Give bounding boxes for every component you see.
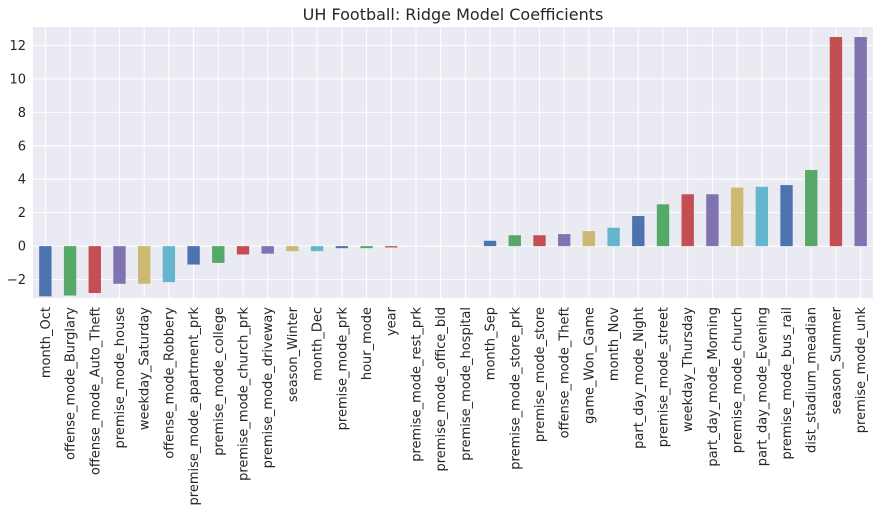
bar-premise_mode_church_prk bbox=[236, 246, 250, 255]
x-tick-label: premise_mode_driveway bbox=[261, 307, 276, 469]
bar-premise_mode_prk bbox=[335, 246, 348, 249]
bar-weekday_Thursday bbox=[681, 194, 694, 247]
x-tick-label: premise_mode_office_bld bbox=[434, 307, 449, 472]
bar-premise_mode_street bbox=[656, 204, 670, 247]
x-tick-label: part_day_mode_Morning bbox=[706, 307, 721, 467]
x-tick-label: dist_stadium_meadian bbox=[805, 307, 820, 453]
x-tick-label: premise_mode_store_prk bbox=[508, 307, 523, 470]
y-tick-label: 12 bbox=[9, 39, 26, 54]
x-tick-label: offense_mode_Auto_Theft bbox=[88, 307, 103, 475]
x-tick-label: year bbox=[385, 306, 400, 336]
bar-offense_mode_Burglary bbox=[63, 246, 77, 296]
x-tick-label: weekday_Saturday bbox=[138, 307, 153, 430]
x-tick-label: part_day_mode_Night bbox=[632, 307, 647, 449]
x-tick-label: premise_mode_hospital bbox=[459, 307, 474, 461]
y-tick-label: 10 bbox=[9, 72, 26, 87]
bar-premise_mode_unk bbox=[854, 37, 867, 247]
y-tick-label: 2 bbox=[18, 206, 26, 221]
x-tick-label: premise_mode_street bbox=[657, 307, 672, 447]
x-tick-label: premise_mode_unk bbox=[854, 307, 869, 434]
x-tick-label: month_Sep bbox=[484, 307, 499, 380]
plot-background bbox=[33, 27, 873, 298]
bar-premise_mode_college bbox=[212, 246, 225, 263]
bar-premise_mode_store_prk bbox=[508, 235, 521, 247]
bar-weekday_Saturday bbox=[138, 246, 151, 284]
bar-month_Oct bbox=[39, 246, 52, 297]
y-tick-label: −2 bbox=[7, 273, 26, 288]
bar-month_Dec bbox=[310, 246, 324, 252]
x-tick-label: hour_mode bbox=[360, 307, 375, 380]
x-tick-label: premise_mode_bus_rail bbox=[780, 307, 795, 460]
bar-premise_mode_bus_rail bbox=[780, 185, 793, 247]
bar-premise_mode_driveway bbox=[261, 246, 274, 254]
x-tick-label: offense_mode_Robbery bbox=[162, 307, 177, 459]
x-tick-label: premise_mode_college bbox=[212, 307, 227, 456]
x-tick-label: premise_mode_prk bbox=[335, 307, 350, 431]
x-tick-label: premise_mode_church bbox=[731, 307, 746, 453]
bar-premise_mode_house bbox=[113, 246, 126, 284]
x-tick-label: season_Winter bbox=[286, 306, 301, 402]
x-tick-label: month_Oct bbox=[39, 307, 54, 378]
bar-part_day_mode_Night bbox=[632, 216, 645, 247]
x-tick-label: offense_mode_Burglary bbox=[64, 307, 79, 460]
bars bbox=[39, 37, 867, 297]
bar-premise_mode_church bbox=[730, 187, 744, 247]
x-tick-label: month_Nov bbox=[607, 307, 622, 381]
x-tick-label: premise_mode_house bbox=[113, 307, 128, 448]
bar-game_Won_Game bbox=[582, 231, 596, 247]
x-tick-label: premise_mode_apartment_prk bbox=[187, 307, 202, 506]
y-tick-label: 0 bbox=[18, 240, 26, 255]
bar-season_Summer bbox=[829, 37, 843, 247]
bar-hour_mode bbox=[360, 246, 373, 249]
bar-offense_mode_Theft bbox=[558, 234, 571, 247]
x-axis-ticks: month_Oct offense_mode_Burglary offense_mo… bbox=[39, 306, 869, 505]
x-tick-label: offense_mode_Theft bbox=[558, 307, 573, 438]
bar-offense_mode_Auto_Theft bbox=[88, 246, 101, 293]
bar-season_Winter bbox=[286, 246, 299, 252]
bar-part_day_mode_Morning bbox=[706, 194, 719, 247]
bar-month_Nov bbox=[607, 227, 620, 247]
bar-part_day_mode_Evening bbox=[755, 186, 768, 247]
y-tick-label: 8 bbox=[18, 106, 26, 121]
bar-premise_mode_store bbox=[533, 235, 546, 247]
bar-year bbox=[385, 246, 398, 248]
bar-premise_mode_apartment_prk bbox=[187, 246, 200, 265]
x-tick-label: premise_mode_church_prk bbox=[237, 307, 252, 481]
x-tick-label: premise_mode_store bbox=[533, 307, 548, 442]
x-tick-label: weekday_Thursday bbox=[681, 307, 696, 432]
x-tick-label: premise_mode_rest_prk bbox=[409, 307, 424, 462]
bar-month_Sep bbox=[483, 240, 497, 247]
x-tick-label: month_Dec bbox=[311, 307, 326, 381]
y-tick-label: 6 bbox=[18, 139, 26, 154]
chart-title: UH Football: Ridge Model Coefficients bbox=[303, 5, 604, 24]
x-tick-label: part_day_mode_Evening bbox=[755, 307, 770, 466]
y-tick-label: 4 bbox=[18, 173, 26, 188]
bar-dist_stadium_meadian bbox=[805, 170, 818, 247]
y-axis-ticks: −2 0 2 4 6 8 10 12 bbox=[7, 39, 26, 288]
bar-offense_mode_Robbery bbox=[162, 246, 176, 283]
x-tick-label: season_Summer bbox=[829, 306, 844, 414]
x-tick-label: game_Won_Game bbox=[582, 307, 597, 424]
